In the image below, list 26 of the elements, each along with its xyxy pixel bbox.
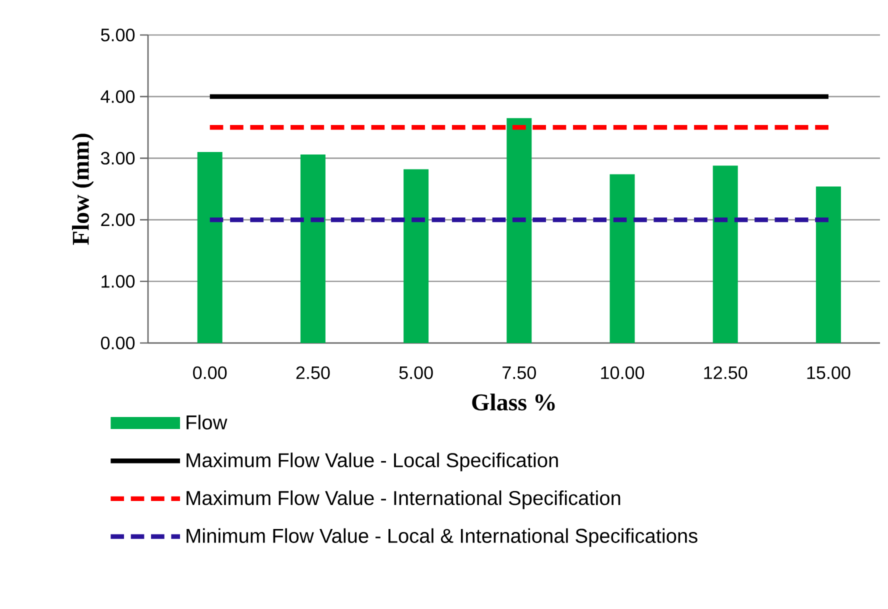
x-tick-label: 7.50 [502, 366, 536, 380]
bar [404, 169, 429, 343]
y-tick-label: 2.00 [101, 213, 135, 226]
bar [610, 174, 635, 343]
y-axis-title: Flow (mm) [72, 134, 94, 245]
x-tick-label: 10.00 [601, 366, 644, 380]
legend-label: Maximum Flow Value - Local Specification [186, 452, 558, 472]
y-tick-label: 5.00 [100, 28, 135, 42]
x-tick-label: 15.00 [807, 366, 850, 380]
y-tick-label: 0.00 [100, 336, 135, 350]
legend-label: Flow [186, 414, 228, 430]
bar [506, 118, 532, 343]
x-tick-label: 0.00 [193, 366, 227, 380]
bar [816, 186, 841, 343]
bar [197, 152, 222, 343]
y-tick-label: 3.00 [100, 152, 135, 165]
y-tick-label: 4.00 [100, 90, 135, 103]
bar [300, 154, 326, 343]
x-tick-label: 5.00 [399, 366, 433, 380]
x-tick-label: 2.50 [296, 366, 330, 380]
y-tick-label: 1.00 [102, 275, 135, 288]
legend-label: Minimum Flow Value - Local & International Specifications [186, 528, 698, 547]
legend-label: Maximum Flow Value - International Specification [186, 490, 620, 510]
x-tick-label: 12.50 [704, 366, 748, 380]
x-axis-title: Glass % [472, 394, 555, 411]
bar [712, 166, 738, 343]
